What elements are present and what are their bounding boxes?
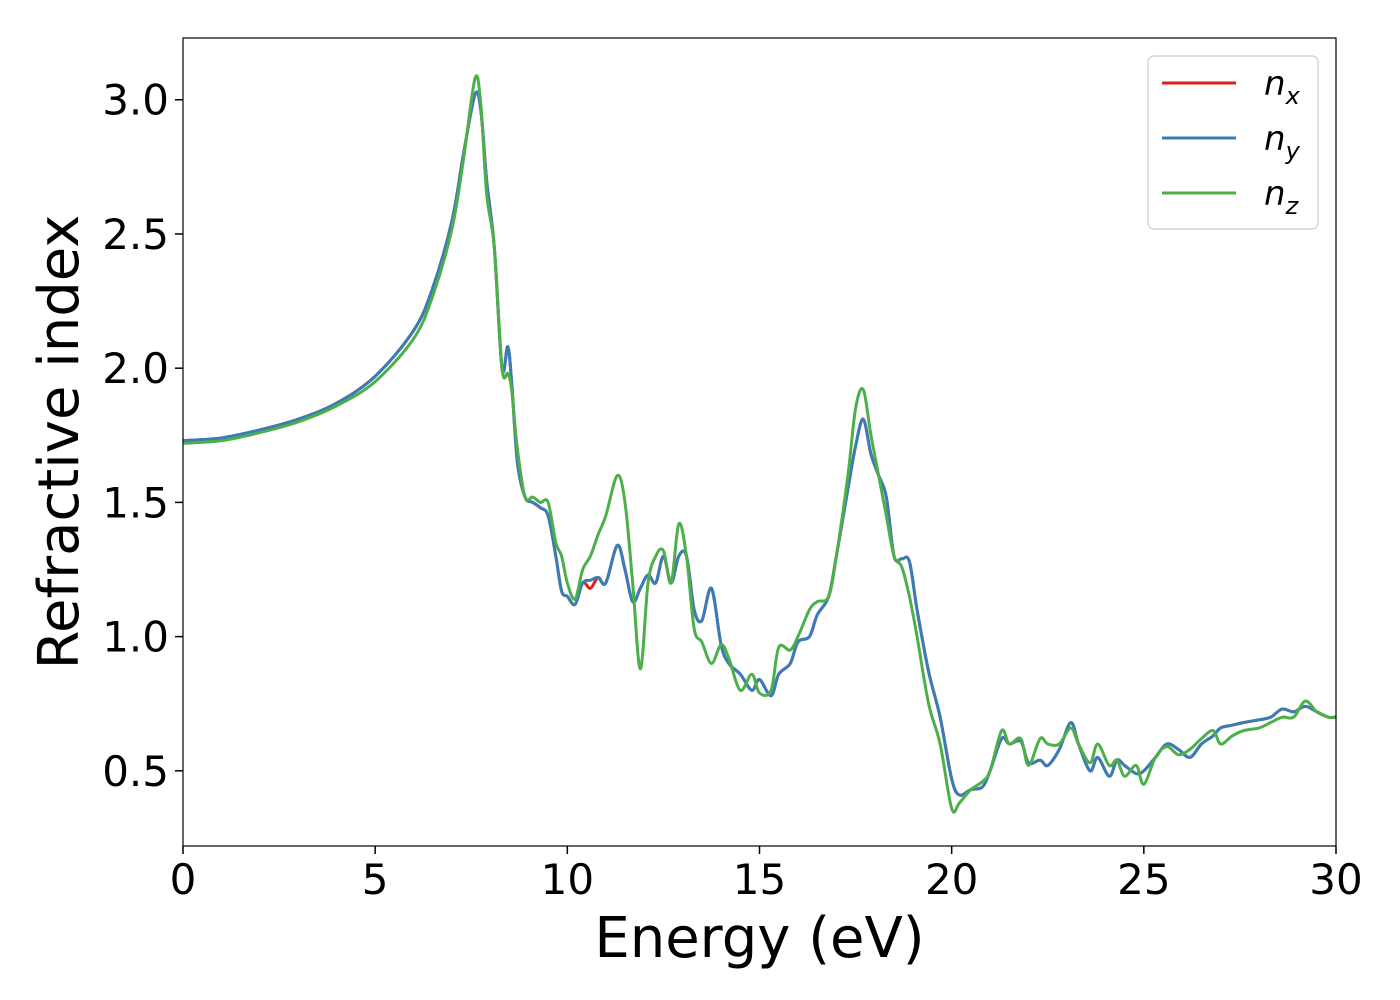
y-tick-label: 1.0 xyxy=(102,613,169,662)
y-tick-label: 3.0 xyxy=(102,76,169,125)
x-tick-label: 25 xyxy=(1117,855,1170,904)
x-tick-label: 15 xyxy=(733,855,786,904)
y-tick-label: 2.5 xyxy=(102,210,169,259)
y-tick-label: 0.5 xyxy=(102,747,169,796)
y-tick-label: 1.5 xyxy=(102,478,169,527)
x-tick-label: 30 xyxy=(1309,855,1362,904)
y-axis-label: Refractive index xyxy=(27,215,92,670)
x-tick-label: 0 xyxy=(170,855,197,904)
x-axis-ticks: 0 5 10 15 20 25 30 xyxy=(170,846,1363,904)
x-tick-label: 5 xyxy=(362,855,389,904)
legend-box xyxy=(1147,55,1319,230)
y-tick-label: 2.0 xyxy=(102,344,169,393)
x-tick-label: 20 xyxy=(925,855,978,904)
series-line-nz xyxy=(183,74,1336,814)
y-axis-ticks: 0.5 1.0 1.5 2.0 2.5 3.0 xyxy=(102,76,183,796)
series-layer xyxy=(183,74,1336,814)
x-axis-label: Energy (eV) xyxy=(594,906,924,971)
x-tick-label: 10 xyxy=(541,855,594,904)
